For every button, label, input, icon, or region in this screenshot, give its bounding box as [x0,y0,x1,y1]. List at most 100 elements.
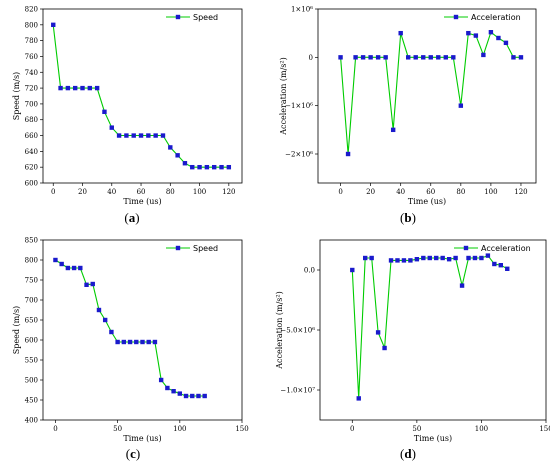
data-point [226,164,232,170]
data-point [390,127,396,133]
legend-label: Speed [193,13,218,22]
data-point [102,109,107,115]
data-point [406,55,411,60]
data-point [190,164,195,170]
data-point [84,282,89,287]
y-tick-label: 820 [25,6,38,14]
chart-panel-b: 0 20 40 60 80 100 120 −2×10⁶ −1×10⁶ 0 1×10⁶ Time (u… [279,6,537,225]
data-point [466,30,471,36]
data-point [65,265,71,271]
y-tick-label: 600 [25,180,38,188]
data-point [466,255,471,261]
panel-paren: ) [412,446,416,461]
data-point [413,55,418,60]
panel-label: (b) [400,210,416,225]
data-point [153,133,158,138]
series-line [351,254,508,399]
data-point [421,255,426,261]
data-point [116,133,122,138]
panel-letter: a [129,210,136,225]
data-point [503,40,509,46]
data-point [363,255,368,261]
data-point [492,261,497,267]
legend-label: Acceleration [471,13,521,22]
data-point [183,393,189,399]
x-tick-label: 80 [166,188,175,196]
legend-label: Speed [193,244,218,253]
panel-letter: c [130,446,136,461]
legend-marker [175,14,181,20]
panel-paren: ( [400,210,404,225]
y-tick-label: −1×10⁶ [285,102,313,110]
legend-marker [463,245,469,251]
data-point [496,35,501,41]
data-point [443,55,448,60]
y-tick-label: −2×10⁶ [285,151,313,159]
data-point [511,55,516,60]
panel-letter: d [404,446,412,461]
data-point [219,164,224,170]
data-point [427,255,432,261]
panel-letter: b [404,210,411,225]
panel-label: (c) [126,446,140,461]
data-point [65,85,71,91]
data-point [498,263,503,268]
x-tick-label: 40 [107,188,116,196]
y-tick-label: 660 [25,132,38,140]
legend: Speed [166,13,218,22]
y-tick-label: 1×10⁶ [291,6,313,14]
y-tick-label: −1.0×10⁷ [280,387,315,395]
series-line [55,259,205,397]
data-point [109,329,114,335]
plot-frame [42,8,243,184]
y-tick-label: 720 [25,85,38,93]
data-point [446,257,452,262]
data-point [451,55,456,60]
data-point [146,133,151,138]
data-point [505,266,510,271]
y-tick-label: 700 [25,100,38,108]
y-tick-label: 740 [25,69,38,77]
data-point [71,265,77,271]
y-axis-label: Acceleration (m/s²) [275,291,284,369]
data-point [518,55,524,60]
data-point [146,339,151,345]
data-point [53,257,58,263]
data-point [109,125,114,130]
data-point [94,85,100,91]
data-point [436,55,441,60]
data-point [138,133,144,138]
panel-paren: ) [136,446,140,461]
data-point [360,55,366,60]
data-point [204,164,210,170]
data-point [78,265,83,271]
chart-panel-d: 0 50 100 150 −1.0×10⁷ −5.0×10⁶ 0.0 Time (us) Acc… [275,239,550,461]
data-point [211,164,217,170]
x-axis-label: Time (us) [408,197,446,206]
x-tick-label: 20 [78,188,87,196]
data-point [90,281,95,287]
data-point [428,55,433,60]
plot-frame [317,8,537,184]
y-tick-label: 550 [25,357,38,365]
data-point [479,255,484,261]
data-point [51,22,56,28]
x-tick-label: 0 [53,425,57,433]
data-point [488,30,494,35]
data-point [202,393,207,399]
data-point [124,133,129,138]
y-tick-label: 640 [25,148,38,156]
panel-label: (d) [400,446,416,461]
data-point [375,55,381,60]
x-tick-label: 0 [350,425,354,433]
legend: Acceleration [444,13,521,22]
y-tick-label: 780 [25,37,38,45]
x-tick-label: 150 [235,425,248,433]
y-tick-label: 500 [25,377,38,385]
data-point [102,317,108,323]
data-point [80,85,85,91]
data-point [152,339,158,345]
data-point [190,393,195,399]
panel-paren: ( [124,210,128,225]
